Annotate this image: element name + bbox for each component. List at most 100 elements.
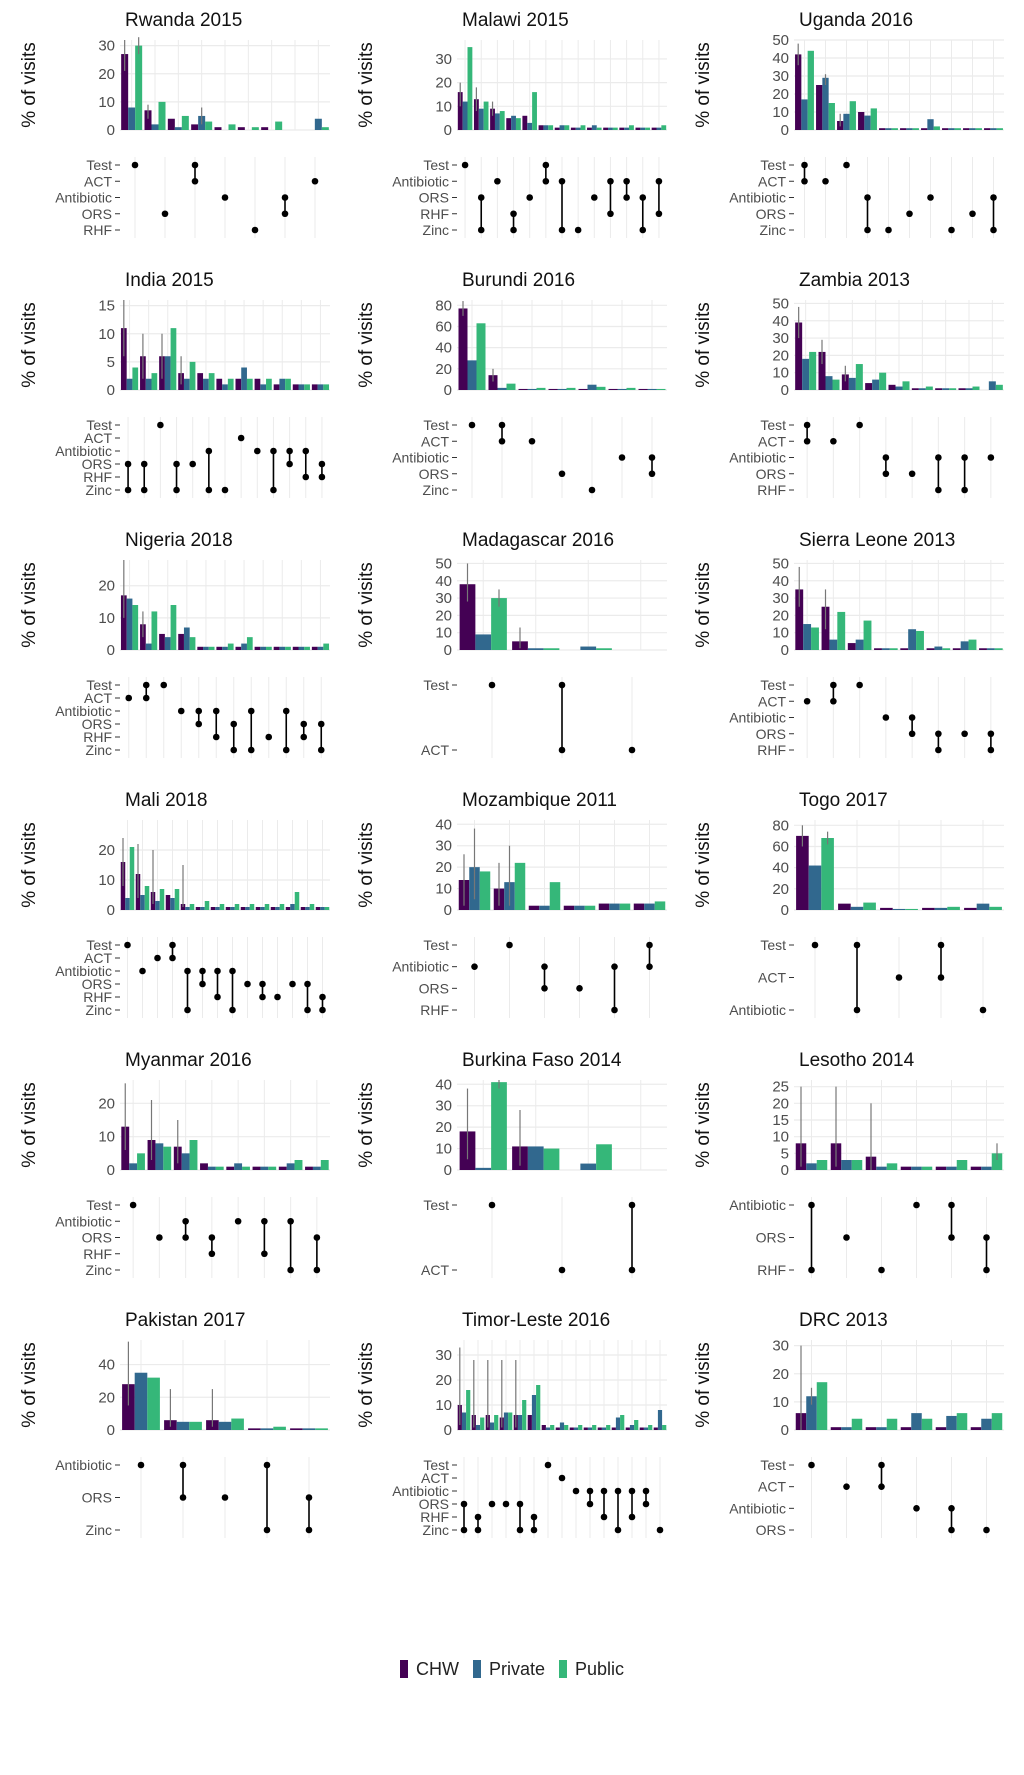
y-tick-label: 30 [772, 1338, 789, 1355]
bar [137, 1153, 145, 1170]
matrix-dot [189, 460, 196, 468]
bar [147, 1377, 160, 1430]
bar [227, 643, 234, 650]
matrix-dot [990, 194, 997, 201]
bar [499, 111, 505, 130]
bar [266, 646, 272, 650]
panel-title: Togo 2017 [799, 790, 888, 811]
matrix-dot [161, 210, 169, 218]
bar [218, 1421, 232, 1430]
matrix-row-label: Test [760, 937, 786, 953]
bar [462, 101, 468, 130]
bar [260, 1166, 269, 1170]
matrix-dot [648, 470, 656, 478]
matrix-dot [948, 226, 955, 234]
bar [292, 646, 299, 650]
y-tick-label: 20 [435, 75, 452, 92]
bar [587, 127, 592, 130]
matrix-row-label: ACT [421, 433, 449, 449]
bar [539, 905, 550, 910]
y-tick-label: 30 [435, 1347, 452, 1364]
bar [541, 1425, 546, 1430]
bar [132, 367, 139, 390]
bar [260, 907, 265, 910]
matrix-dot [558, 177, 566, 185]
bar [467, 360, 477, 390]
panel: Mozambique 2011 % of visits 0 10 20 30 40 Test A… [356, 790, 667, 1018]
bar [885, 128, 892, 130]
bar [532, 92, 537, 130]
matrix-dot [628, 1513, 636, 1521]
matrix-row-label: RHF [757, 482, 786, 498]
matrix-dot [221, 1494, 229, 1501]
panel-grid: Rwanda 2015% of visits0102030TestACTAnti… [19, 10, 1004, 1538]
bar [635, 127, 641, 130]
matrix-dot [300, 720, 308, 728]
bar [984, 128, 991, 130]
bar [872, 379, 880, 390]
matrix-dot [179, 1461, 187, 1469]
bar [900, 128, 907, 130]
matrix-row-label: Zinc [423, 1522, 449, 1538]
y-tick-label: 10 [772, 1394, 789, 1411]
matrix-row-label: RHF [420, 1509, 449, 1525]
matrix-dot [611, 963, 618, 970]
bar [144, 110, 152, 130]
bar [948, 128, 955, 130]
bar [608, 388, 618, 390]
bar [261, 127, 269, 130]
bar [503, 1412, 509, 1430]
matrix-dot [948, 1201, 955, 1209]
legend-swatch-private [472, 1660, 481, 1678]
bar [317, 384, 324, 390]
bar [617, 388, 627, 390]
matrix-dot [234, 1217, 242, 1225]
matrix-dot [646, 963, 653, 970]
matrix-row-label: Zinc [86, 742, 112, 758]
matrix-dot [124, 460, 132, 468]
matrix-dot [474, 1526, 482, 1534]
y-tick-label: 20 [772, 1095, 789, 1112]
bar [888, 384, 896, 390]
bar [991, 1413, 1003, 1430]
legend-item-private: Private [472, 1659, 545, 1680]
bar [170, 605, 177, 650]
matrix-dot [586, 1500, 594, 1508]
bar [197, 646, 204, 650]
bar [612, 127, 618, 130]
bar [279, 378, 286, 390]
bar [843, 113, 850, 130]
matrix-dot [983, 1234, 990, 1241]
bar [559, 1422, 565, 1430]
bar [841, 1427, 852, 1430]
bar [203, 378, 209, 390]
matrix-row-label: ORS [756, 1230, 786, 1246]
bar [654, 901, 666, 910]
matrix-row-label: ORS [82, 976, 112, 992]
bar [921, 1418, 933, 1430]
matrix-dot [878, 1461, 885, 1469]
matrix-dot [983, 1266, 990, 1274]
bar [870, 108, 877, 130]
matrix-dot [254, 447, 261, 455]
matrix-row-label: ACT [758, 433, 786, 449]
panel: Burkina Faso 2014 % of visits 0 10 20 30 40 Tes… [356, 1050, 667, 1278]
bar [609, 903, 620, 910]
bar [911, 388, 919, 390]
bar [803, 624, 812, 650]
y-tick-label: 0 [107, 1422, 115, 1439]
matrix-dot [313, 1234, 321, 1241]
matrix-dot [808, 1201, 815, 1209]
bar [475, 1167, 492, 1170]
y-tick-label: 5 [781, 1145, 789, 1162]
matrix-dot [265, 733, 273, 741]
matrix-row-label: Test [423, 677, 449, 693]
matrix-dot [313, 1266, 321, 1274]
matrix-dot [961, 730, 968, 738]
bar [144, 886, 150, 910]
matrix-dot [895, 974, 903, 981]
bar [841, 374, 849, 390]
matrix-dot [628, 1266, 636, 1274]
bar [527, 648, 544, 650]
bar [569, 1427, 574, 1430]
